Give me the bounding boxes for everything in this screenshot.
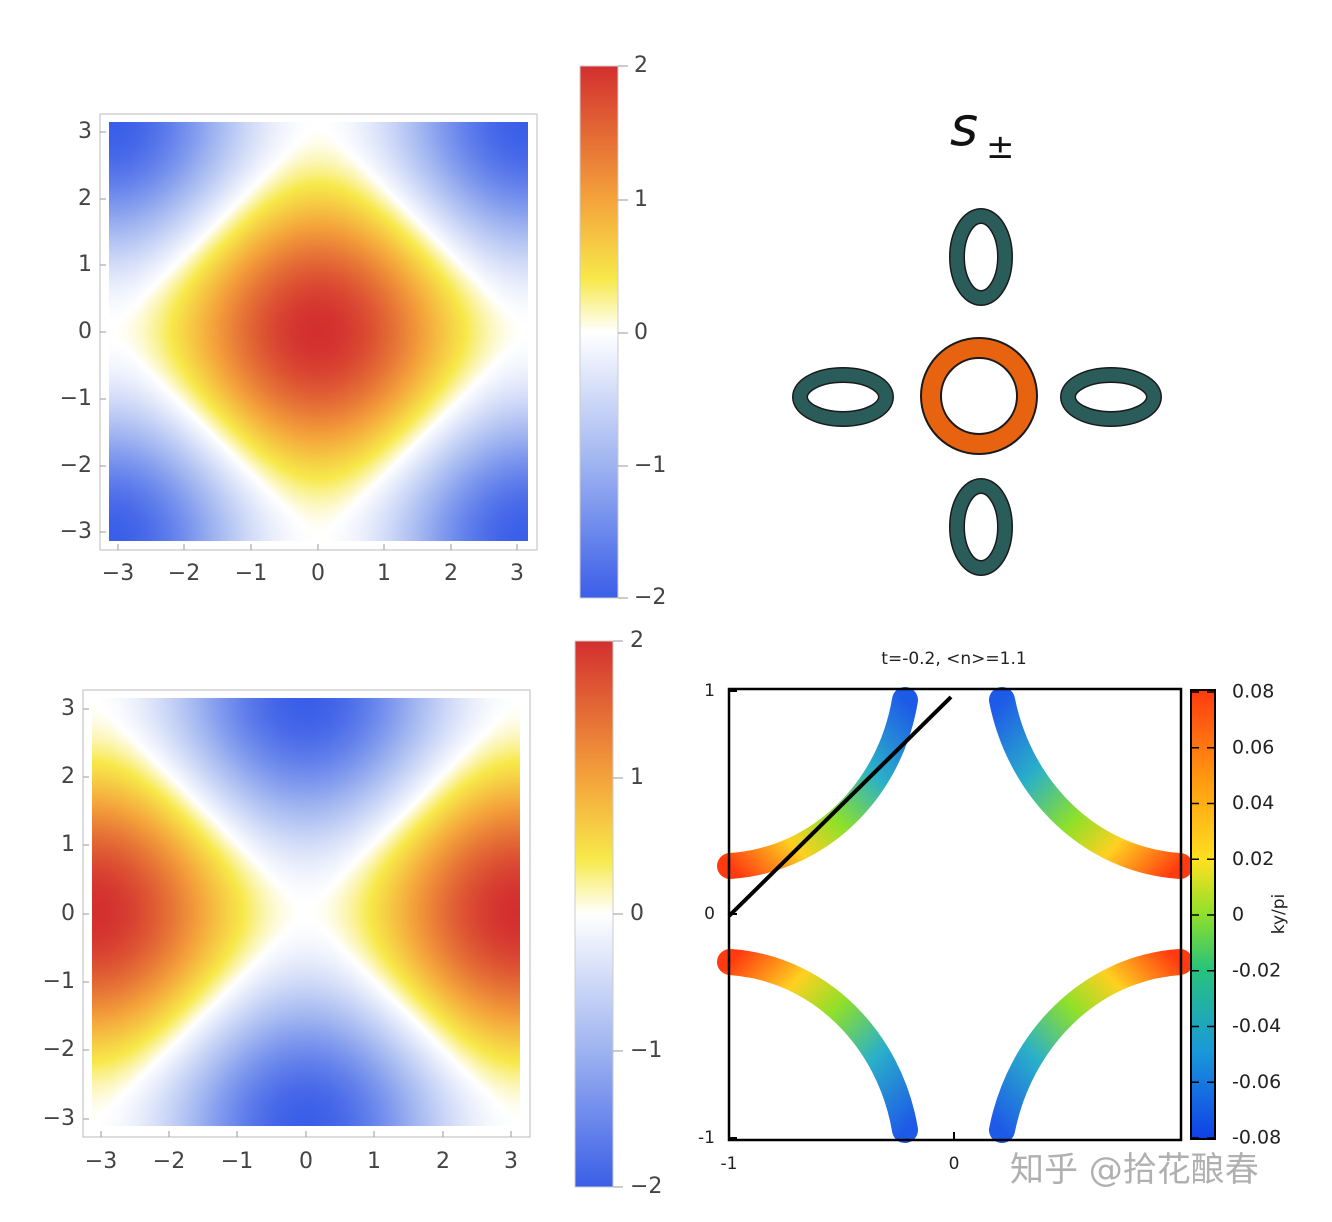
y-tick-label: 1 — [704, 681, 715, 701]
colorbar-tick-label: 1 — [630, 765, 644, 790]
y-tick-label: 3 — [78, 119, 92, 144]
colorbar-tick-label: 2 — [630, 628, 644, 653]
chart-title: t=-0.2, <n>=1.1 — [881, 649, 1026, 669]
left-pocket — [793, 368, 893, 426]
x-tick-label: 0 — [949, 1154, 960, 1174]
s-plus-minus-diagram: s ± — [792, 95, 1162, 576]
x-tick-label: −1 — [221, 1149, 253, 1174]
x-tick-label: 2 — [444, 561, 458, 586]
diagram-subscript: ± — [986, 127, 1015, 167]
x-tick-label: −1 — [235, 561, 267, 586]
heatmap-canvas-holder — [109, 122, 528, 541]
y-tick-label: 0 — [61, 901, 75, 926]
colorbar — [575, 641, 613, 1187]
y-tick-label: −3 — [43, 1106, 75, 1131]
heatmap-canvas — [109, 122, 528, 541]
nesting-line — [727, 695, 953, 918]
colorbar-tick-label: −2 — [634, 585, 666, 610]
fermi-surface-panel: t=-0.2, <n>=1.1 -1 0 10-1 0.080.060.040.0… — [698, 649, 1289, 1174]
colorbar-frame — [579, 65, 619, 599]
colorbar-tick-label: −1 — [630, 1038, 662, 1063]
x-tick-label: 1 — [377, 561, 391, 586]
colorbar-tick-labels: 2 1 0 −1 −2 — [618, 53, 666, 610]
bottom-pocket — [950, 479, 1012, 575]
heatmap-canvas-holder — [92, 698, 520, 1126]
axis-ticks — [728, 690, 955, 1140]
y-tick-label: 0 — [78, 319, 92, 344]
y-tick-labels: 3 2 1 0 −1 −2 −3 — [60, 119, 106, 544]
fermi-arc-bottom-right — [989, 949, 1193, 1143]
colorbar-label: ky/pi — [1269, 894, 1289, 935]
colorbar-tick-labels: 2 1 0 −1 −2 — [613, 628, 662, 1199]
colorbar-tick-label: −1 — [634, 453, 666, 478]
colorbar-tick-label: -0.08 — [1232, 1127, 1281, 1149]
heatmap-panel-2: −3 −2 −1 0 1 2 3 3 2 1 0 −1 −2 −3 2 1 0 −1 −2 — [43, 628, 663, 1199]
x-tick-labels: -1 0 — [721, 1154, 960, 1174]
y-tick-label: 1 — [78, 252, 92, 277]
colorbar — [580, 66, 618, 598]
right-pocket — [1061, 368, 1161, 426]
x-tick-label: −2 — [168, 561, 200, 586]
fermi-arc-top-right — [989, 687, 1193, 879]
x-tick-label: 3 — [504, 1149, 518, 1174]
x-tick-labels: −3 −2 −1 0 1 2 3 — [102, 544, 524, 586]
diagram-label: s — [950, 95, 978, 158]
watermark: 知乎 @拾花酿春 — [1010, 1150, 1259, 1190]
colorbar-tick-label: 2 — [634, 53, 648, 78]
colorbar-tick-label: -0.04 — [1232, 1015, 1281, 1037]
x-tick-labels: −3 −2 −1 0 1 2 3 — [85, 1131, 518, 1174]
x-tick-label: 0 — [299, 1149, 313, 1174]
heatmap-panel-1: −3 −2 −1 0 1 2 3 3 2 1 0 −1 −2 −3 2 1 0 −1 −2 — [60, 53, 667, 610]
colorbar-tick-label: 0.04 — [1232, 792, 1274, 814]
y-tick-label: -1 — [698, 1128, 715, 1148]
center-pocket — [922, 339, 1036, 453]
colorbar-tick-label: -0.02 — [1232, 959, 1281, 981]
heatmap-canvas — [92, 698, 520, 1126]
colorbar-tick-label: -0.06 — [1232, 1071, 1281, 1093]
y-tick-label: −1 — [43, 969, 75, 994]
colorbar-tick-labels: 0.08 0.06 0.04 0.02 0 -0.02 -0.04 -0.06 -0.08 — [1191, 681, 1281, 1149]
colorbar-tick-label: 0.06 — [1232, 736, 1274, 758]
x-tick-label: -1 — [721, 1154, 738, 1174]
colorbar-tick-label: 0.02 — [1232, 848, 1274, 870]
x-tick-label: 2 — [436, 1149, 450, 1174]
x-tick-label: 0 — [311, 561, 325, 586]
y-tick-label: −2 — [60, 453, 92, 478]
x-tick-label: 3 — [510, 561, 524, 586]
fermi-arc-top-left — [717, 687, 918, 879]
fermi-arc-bottom-left — [717, 949, 918, 1143]
y-tick-label: 1 — [61, 832, 75, 857]
colorbar-tick-label: 0.08 — [1232, 681, 1274, 703]
y-tick-labels: 3 2 1 0 −1 −2 −3 — [43, 696, 89, 1131]
colorbar-tick-label: 1 — [634, 187, 648, 212]
y-tick-label: 2 — [61, 764, 75, 789]
x-tick-label: −3 — [102, 561, 134, 586]
y-tick-label: −1 — [60, 386, 92, 411]
y-tick-label: −2 — [43, 1037, 75, 1062]
colorbar-tick-label: 0 — [1232, 904, 1244, 926]
x-tick-label: −2 — [153, 1149, 185, 1174]
x-tick-label: 1 — [367, 1149, 381, 1174]
y-tick-labels: 1 0 -1 — [698, 681, 715, 1148]
plot-area — [729, 689, 1181, 1140]
y-tick-label: 0 — [704, 904, 715, 924]
y-tick-label: 2 — [78, 186, 92, 211]
colorbar-tick-label: 0 — [630, 901, 644, 926]
colorbar-tick-label: 0 — [634, 320, 648, 345]
colorbar-tick-label: −2 — [630, 1174, 662, 1199]
y-tick-label: −3 — [60, 519, 92, 544]
x-tick-label: −3 — [85, 1149, 117, 1174]
y-tick-label: 3 — [61, 696, 75, 721]
top-pocket — [950, 209, 1012, 305]
